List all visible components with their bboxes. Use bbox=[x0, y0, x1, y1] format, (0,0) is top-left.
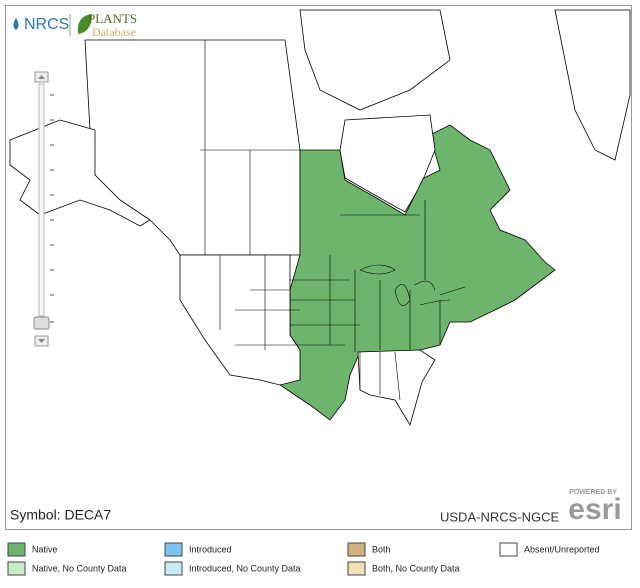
credit-text: USDA-NRCS-NGCE bbox=[440, 509, 560, 524]
legend-swatch bbox=[499, 542, 518, 557]
legend-label: Introduced, No County Data bbox=[189, 563, 301, 573]
nrcs-drop bbox=[13, 18, 19, 30]
database-text: Database bbox=[92, 25, 136, 39]
legend-swatch bbox=[347, 542, 366, 557]
legend-swatch bbox=[7, 542, 26, 557]
great-lakes bbox=[359, 264, 466, 306]
logo: NRCS PLANTS Database bbox=[13, 11, 137, 39]
zoom-slider bbox=[33, 71, 54, 347]
plants-leaf bbox=[77, 14, 92, 34]
hudson-bay bbox=[339, 114, 436, 213]
legend-swatch bbox=[164, 542, 183, 557]
legend-label: Introduced bbox=[189, 544, 232, 554]
legend-label: Native, No County Data bbox=[32, 563, 127, 573]
esri-logo: esri bbox=[568, 493, 621, 526]
us-west bbox=[179, 254, 301, 386]
legend-swatch bbox=[164, 561, 183, 576]
arctic-islands bbox=[299, 9, 451, 111]
zoom-in-icon bbox=[38, 75, 45, 79]
zoom-out-icon bbox=[38, 339, 45, 343]
legend-label: Native bbox=[32, 544, 58, 554]
alaska bbox=[9, 119, 151, 227]
plants-text: PLANTS bbox=[88, 11, 137, 26]
zoom-thumb[interactable] bbox=[33, 316, 50, 330]
state-borders bbox=[200, 40, 441, 401]
legend-swatch bbox=[347, 561, 366, 576]
zoom-track[interactable] bbox=[38, 83, 45, 317]
esri-powered: POWERED BY bbox=[569, 489, 617, 496]
legend-label: Both, No County Data bbox=[372, 563, 460, 573]
map bbox=[9, 9, 631, 427]
us-southeast bbox=[357, 349, 436, 427]
legend: Native Introduced Both Absent/Unreported Nat… bbox=[7, 542, 600, 576]
nrcs-text: NRCS bbox=[24, 16, 69, 33]
legend-swatch bbox=[7, 561, 26, 576]
greenland bbox=[554, 9, 631, 161]
symbol-text: Symbol: DECA7 bbox=[10, 507, 111, 523]
zoom-ticks bbox=[50, 94, 54, 323]
legend-label: Both bbox=[372, 544, 391, 554]
legend-label: Absent/Unreported bbox=[524, 544, 600, 554]
